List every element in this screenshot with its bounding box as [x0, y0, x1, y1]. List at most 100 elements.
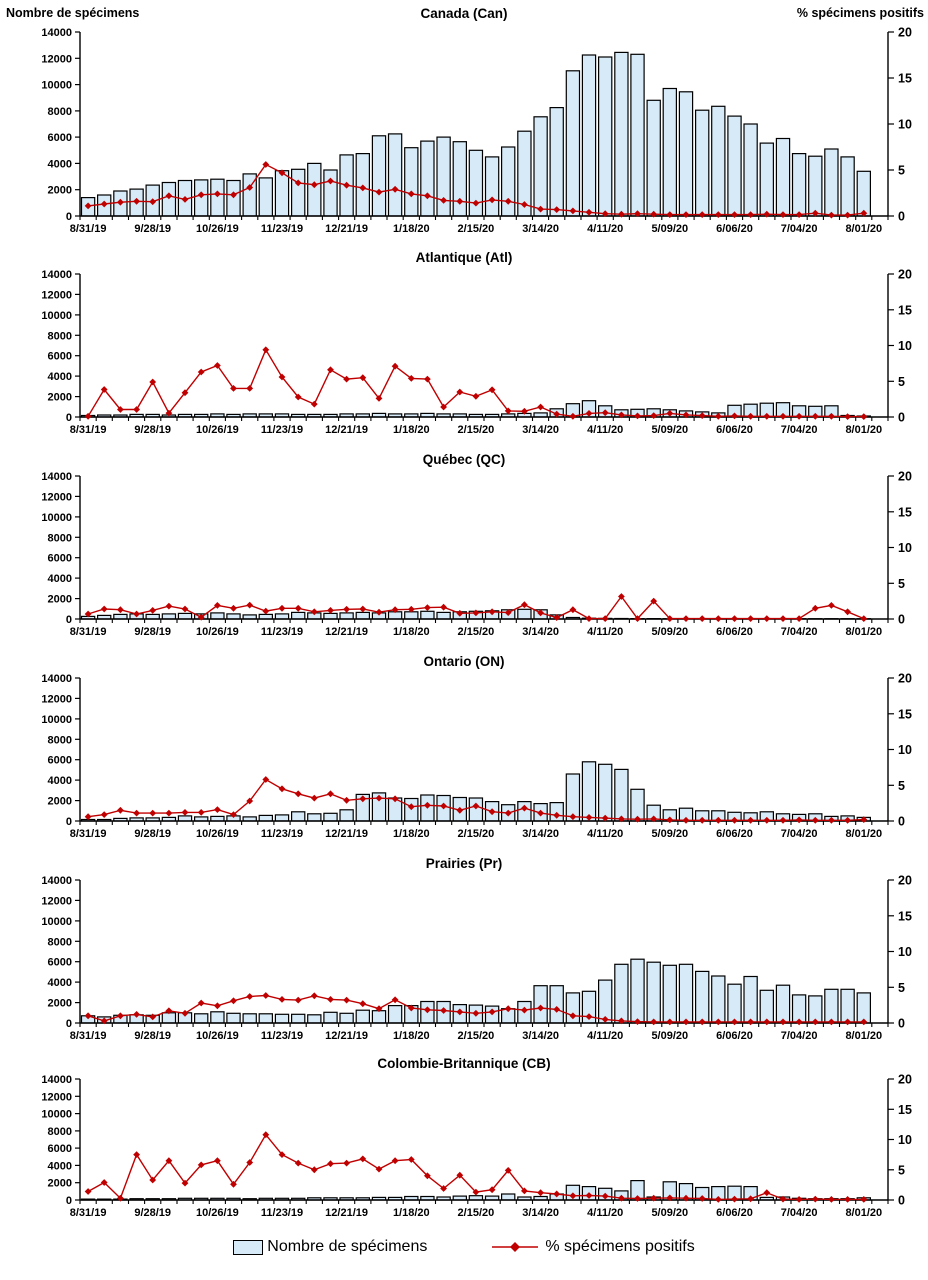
diamond-marker-week-28: [537, 609, 544, 617]
bar-week-43: [775, 137, 791, 217]
left-tick-label: 10000: [41, 512, 72, 524]
diamond-marker-week-29: [553, 811, 561, 819]
diamond-marker-week-34: [634, 412, 641, 420]
diamond-marker-week-14: [310, 794, 318, 802]
diamond-marker-week-3: [133, 610, 140, 618]
diamond-marker-week-4: [149, 198, 157, 206]
x-tick-label: 2/15/20: [458, 223, 495, 235]
x-tick-label: 8/31/19: [70, 1207, 107, 1219]
bar-week-24: [468, 797, 484, 822]
diamond-marker-week-36: [666, 615, 674, 622]
x-tick-label: 3/14/20: [522, 1207, 559, 1219]
bar-week-31: [581, 761, 597, 822]
left-tick-label: 14000: [41, 269, 72, 281]
bar-week-8: [210, 612, 225, 620]
diamond-marker-week-38: [698, 211, 706, 218]
x-tick-label: 8/31/19: [70, 828, 107, 840]
diamond-marker-week-17: [359, 605, 367, 613]
bar-week-16: [339, 612, 354, 620]
plot-quebec: 0 2000 4000 6000 8000 10000 12000 14000 0 5 10 15 20…: [41, 470, 912, 638]
x-tick-label: 1/18/20: [393, 626, 430, 638]
diamond-marker-week-16: [343, 375, 350, 383]
diamond-marker-week-17: [359, 184, 367, 192]
x-tick-label: 1/18/20: [393, 424, 430, 436]
right-tick-label: 10: [898, 541, 912, 555]
chart-prairies: Prairies (Pr) 0 2000 4000 6000 8000 10000 1200…: [0, 842, 928, 1044]
bar-week-47: [840, 156, 855, 217]
left-tick-label: 10000: [41, 1109, 72, 1121]
x-tick-label: 10/26/19: [196, 828, 239, 840]
plot-ontario: 0 2000 4000 6000 8000 10000 12000 14000 0 5 10 15 20…: [41, 672, 912, 840]
diamond-marker-week-33: [618, 593, 625, 600]
right-tick-label: 15: [898, 72, 912, 86]
diamond-marker-week-36: [666, 816, 674, 824]
diamond-marker-week-16: [343, 1159, 350, 1167]
diamond-marker-week-34: [634, 615, 641, 622]
diamond-marker-week-45: [811, 412, 819, 420]
diamond-marker-week-3: [133, 809, 140, 817]
legend: Nombre de spécimens % spécimens positifs: [0, 1224, 928, 1256]
diamond-marker-week-40: [731, 211, 738, 218]
diamond-marker-week-13: [294, 996, 302, 1004]
diamond-marker-week-10: [246, 993, 254, 1000]
left-tick-label: 10000: [41, 80, 72, 92]
diamond-marker-week-37: [682, 411, 690, 419]
diamond-marker-week-31: [585, 410, 593, 417]
diamond-marker-week-37: [682, 211, 690, 218]
x-tick-label: 5/09/20: [651, 223, 688, 235]
bar-week-34: [630, 53, 645, 217]
bar-week-33: [614, 963, 629, 1024]
x-tick-label: 8/01/20: [845, 424, 882, 436]
plot-prairies: 0 2000 4000 6000 8000 10000 12000 14000 0 5 10 15 20…: [41, 874, 912, 1042]
diamond-marker-week-29: [553, 1006, 561, 1013]
x-tick-label: 7/04/20: [781, 1030, 818, 1042]
bar-week-39: [711, 105, 726, 217]
x-tick-label: 8/01/20: [845, 1207, 882, 1219]
right-tick-label: 15: [898, 1103, 912, 1117]
diamond-marker-week-41: [747, 1018, 754, 1026]
diamond-marker-week-44: [795, 211, 803, 218]
bar-week-16: [339, 1012, 354, 1024]
diamond-marker-week-6: [181, 1009, 189, 1017]
diamond-marker-week-38: [698, 412, 706, 419]
x-tick-label: 7/04/20: [781, 828, 818, 840]
diamond-marker-week-11: [262, 992, 270, 999]
diamond-marker-week-33: [618, 411, 625, 419]
diamond-marker-week-48: [860, 413, 868, 420]
diamond-marker-week-22: [440, 197, 447, 204]
diamond-marker-week-32: [601, 210, 609, 218]
bar-week-26: [501, 146, 516, 217]
left-tick-label: 6000: [48, 755, 72, 767]
right-tick-label: 20: [898, 1074, 912, 1087]
bar-week-40: [727, 115, 742, 217]
diamond-marker-week-0: [84, 412, 92, 420]
diamond-marker-week-33: [618, 1017, 625, 1025]
legend-positivity-marker-icon: [492, 1242, 539, 1252]
x-tick-label: 10/26/19: [196, 1207, 239, 1219]
diamond-marker-week-37: [682, 615, 690, 622]
x-tick-label: 11/23/19: [261, 1207, 303, 1219]
left-tick-label: 4000: [48, 158, 72, 170]
diamond-marker-week-11: [262, 346, 270, 354]
x-tick-label: 10/26/19: [196, 424, 239, 436]
bar-week-7: [194, 1013, 209, 1024]
diamond-marker-week-32: [601, 409, 609, 417]
diamond-marker-week-20: [407, 605, 415, 613]
diamond-marker-week-45: [811, 816, 819, 824]
diamond-marker-week-15: [327, 1160, 334, 1168]
bar-week-22: [436, 611, 451, 620]
x-tick-label: 4/11/20: [587, 828, 623, 840]
x-tick-label: 9/28/19: [134, 1207, 171, 1219]
diamond-marker-week-34: [634, 210, 641, 218]
x-tick-label: 3/14/20: [522, 223, 559, 235]
x-tick-label: 1/18/20: [393, 223, 430, 235]
bar-week-8: [210, 178, 225, 217]
x-tick-label: 3/14/20: [522, 828, 559, 840]
chart-title-canada: Canada (Can): [420, 6, 508, 21]
x-tick-label: 6/06/20: [716, 223, 753, 235]
diamond-marker-week-39: [714, 412, 722, 420]
left-tick-label: 4000: [48, 573, 72, 585]
diamond-marker-week-28: [537, 205, 544, 213]
diamond-marker-week-1: [100, 1017, 108, 1025]
x-tick-label: 1/18/20: [393, 1030, 430, 1042]
